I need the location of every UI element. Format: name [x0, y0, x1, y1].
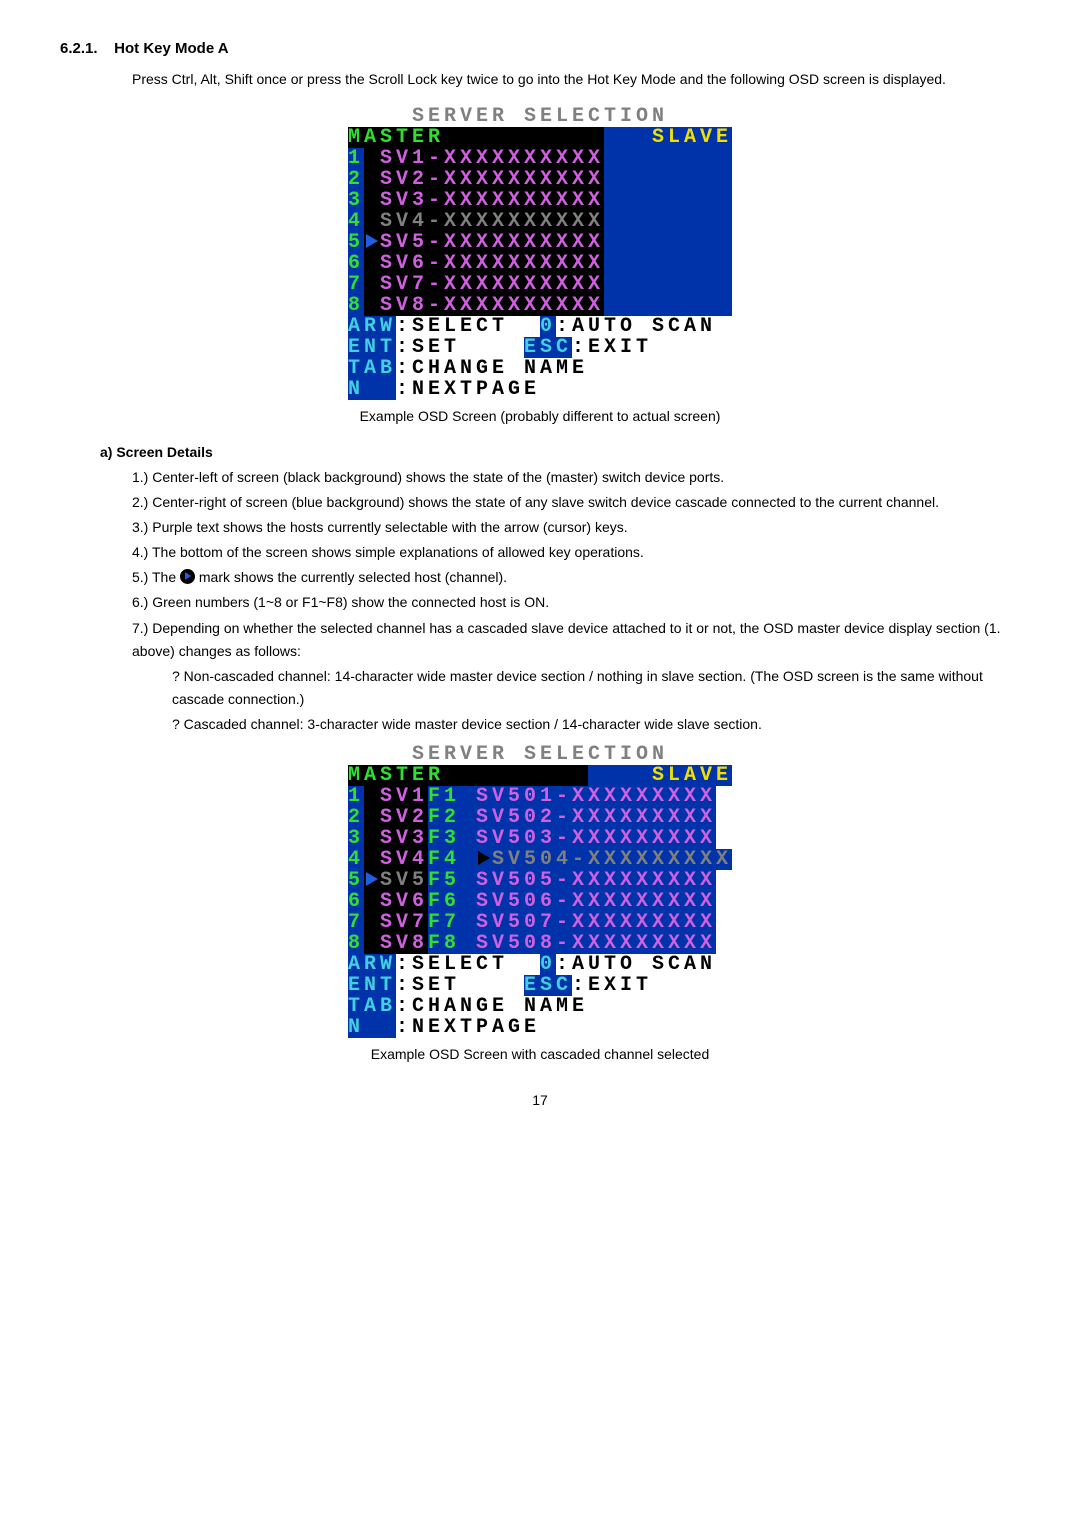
osd1-screen: SERVER SELECTION MASTER SLAVE1 SV1-XXXXX… — [348, 106, 732, 400]
intro-paragraph: Press Ctrl, Alt, Shift once or press the… — [132, 69, 1020, 90]
detail-item: 6.) Green numbers (1~8 or F1~F8) show th… — [132, 591, 1020, 614]
heading-title: Hot Key Mode A — [114, 40, 228, 57]
play-marker-icon — [180, 569, 195, 584]
detail-sub-item: ? Non-cascaded channel: 14-character wid… — [172, 665, 1020, 711]
detail-item: 1.) Center-left of screen (black backgro… — [132, 466, 1020, 489]
osd1-container: SERVER SELECTION MASTER SLAVE1 SV1-XXXXX… — [60, 106, 1020, 400]
detail-item: 3.) Purple text shows the hosts currentl… — [132, 516, 1020, 539]
osd2-caption: Example OSD Screen with cascaded channel… — [60, 1046, 1020, 1062]
osd1-caption: Example OSD Screen (probably different t… — [60, 408, 1020, 424]
section-heading: 6.2.1. Hot Key Mode A — [60, 40, 1020, 57]
detail-item: 7.) Depending on whether the selected ch… — [132, 617, 1020, 663]
selection-marker — [364, 870, 380, 891]
selection-marker — [364, 232, 380, 253]
page-number: 17 — [60, 1092, 1020, 1108]
osd2-container: SERVER SELECTION MASTER SLAVE1 SV1F1 SV5… — [60, 744, 1020, 1038]
heading-number: 6.2.1. — [60, 40, 110, 57]
detail-item: 4.) The bottom of the screen shows simpl… — [132, 541, 1020, 564]
detail-item: 2.) Center-right of screen (blue backgro… — [132, 491, 1020, 514]
detail-sub-item: ? Cascaded channel: 3-character wide mas… — [172, 713, 1020, 736]
screen-details-list: 1.) Center-left of screen (black backgro… — [132, 466, 1020, 736]
detail-item: 5.) The mark shows the currently selecte… — [132, 566, 1020, 589]
osd2-screen: SERVER SELECTION MASTER SLAVE1 SV1F1 SV5… — [348, 744, 732, 1038]
screen-details-heading: a) Screen Details — [100, 444, 1020, 460]
selection-marker — [476, 849, 492, 870]
